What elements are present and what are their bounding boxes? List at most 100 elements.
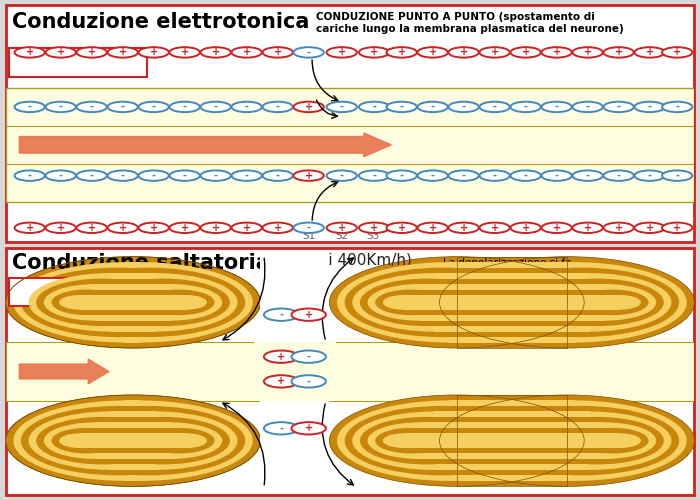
Ellipse shape <box>383 433 424 448</box>
Text: +: + <box>57 47 65 57</box>
Text: CONDUZIONE PUNTO A PUNTO (spostamento di
cariche lungo la membrana plasmatica de: CONDUZIONE PUNTO A PUNTO (spostamento di… <box>316 12 623 34</box>
Text: -: - <box>676 102 679 112</box>
Text: -: - <box>307 376 311 386</box>
Circle shape <box>262 171 293 181</box>
Text: -: - <box>372 102 376 112</box>
Bar <box>457 256 567 348</box>
Text: +: + <box>615 223 623 233</box>
Text: +: + <box>645 47 654 57</box>
Ellipse shape <box>531 417 664 465</box>
Text: -: - <box>28 171 32 181</box>
Ellipse shape <box>360 417 492 465</box>
Circle shape <box>327 102 357 112</box>
Ellipse shape <box>166 295 207 310</box>
Circle shape <box>291 375 326 388</box>
Circle shape <box>169 223 200 233</box>
Text: +: + <box>304 423 313 433</box>
Circle shape <box>327 223 357 233</box>
Text: -: - <box>214 171 218 181</box>
Circle shape <box>232 102 262 112</box>
Ellipse shape <box>29 401 253 481</box>
Ellipse shape <box>485 406 679 476</box>
Circle shape <box>359 171 389 181</box>
Circle shape <box>386 171 416 181</box>
Bar <box>434 273 590 332</box>
Circle shape <box>634 47 665 57</box>
Bar <box>88 289 179 315</box>
Text: -: - <box>90 171 94 181</box>
Text: -: - <box>400 171 404 181</box>
Circle shape <box>603 47 634 57</box>
Circle shape <box>662 171 692 181</box>
Ellipse shape <box>440 256 694 348</box>
Text: +: + <box>491 47 498 57</box>
Circle shape <box>46 102 76 112</box>
Text: -: - <box>524 102 528 112</box>
Ellipse shape <box>508 411 671 470</box>
Text: +: + <box>150 47 158 57</box>
Circle shape <box>291 422 326 435</box>
Text: +: + <box>673 47 681 57</box>
FancyBboxPatch shape <box>9 48 147 77</box>
Bar <box>88 428 179 454</box>
Circle shape <box>634 102 665 112</box>
Text: -: - <box>372 171 376 181</box>
Circle shape <box>139 223 169 233</box>
Circle shape <box>200 171 231 181</box>
Text: -: - <box>430 171 435 181</box>
Circle shape <box>480 223 510 233</box>
Text: -: - <box>183 102 187 112</box>
Text: -: - <box>183 171 187 181</box>
Ellipse shape <box>352 273 515 332</box>
Ellipse shape <box>52 428 122 454</box>
Circle shape <box>46 171 76 181</box>
Text: +: + <box>552 223 561 233</box>
Circle shape <box>108 102 138 112</box>
Text: +: + <box>370 223 378 233</box>
Text: -: - <box>307 47 311 57</box>
Text: -: - <box>120 102 125 112</box>
Ellipse shape <box>59 433 100 448</box>
Text: -: - <box>245 102 248 112</box>
Ellipse shape <box>29 411 192 470</box>
Text: +: + <box>491 223 498 233</box>
Ellipse shape <box>508 273 671 332</box>
Text: +: + <box>398 223 406 233</box>
Circle shape <box>662 223 692 233</box>
Ellipse shape <box>329 256 584 348</box>
Ellipse shape <box>360 278 492 326</box>
Circle shape <box>76 47 107 57</box>
Text: +: + <box>118 223 127 233</box>
FancyArrow shape <box>20 133 391 157</box>
Text: +: + <box>211 223 220 233</box>
Text: +: + <box>552 47 561 57</box>
Text: -: - <box>279 310 283 320</box>
Text: -: - <box>59 171 63 181</box>
Ellipse shape <box>29 273 192 332</box>
Text: +: + <box>522 47 530 57</box>
Text: -: - <box>59 102 63 112</box>
Bar <box>80 295 186 310</box>
Circle shape <box>327 171 357 181</box>
Circle shape <box>262 102 293 112</box>
Bar <box>449 262 575 342</box>
Circle shape <box>510 171 541 181</box>
Text: -: - <box>28 102 32 112</box>
Circle shape <box>386 102 416 112</box>
Circle shape <box>293 47 324 57</box>
Circle shape <box>603 171 634 181</box>
Bar <box>125 262 141 342</box>
Text: +: + <box>522 223 530 233</box>
Circle shape <box>264 350 298 363</box>
Circle shape <box>417 171 448 181</box>
Text: +: + <box>584 223 592 233</box>
Text: -: - <box>90 102 94 112</box>
Bar <box>94 284 172 321</box>
Text: -: - <box>617 102 621 112</box>
Text: +: + <box>88 223 96 233</box>
Bar <box>253 342 336 401</box>
Bar <box>403 433 620 448</box>
Text: +: + <box>88 47 96 57</box>
Ellipse shape <box>344 267 538 337</box>
Bar <box>442 267 582 337</box>
